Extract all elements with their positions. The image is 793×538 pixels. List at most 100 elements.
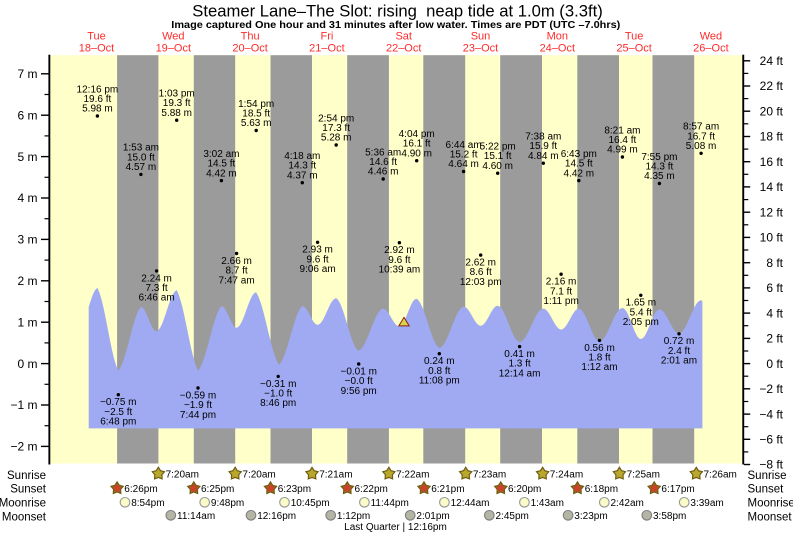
svg-text:8 ft: 8 ft	[766, 256, 783, 270]
svg-text:7:26am: 7:26am	[704, 469, 737, 480]
svg-text:0.56 m: 0.56 m	[584, 343, 615, 354]
svg-text:−0.59 m: −0.59 m	[180, 390, 216, 401]
svg-text:5.98 m: 5.98 m	[82, 104, 113, 115]
svg-text:14.3 ft: 14.3 ft	[645, 162, 673, 173]
svg-text:10:39 am: 10:39 am	[379, 265, 421, 276]
svg-text:6 m: 6 m	[17, 108, 37, 122]
svg-text:−0.31 m: −0.31 m	[260, 379, 296, 390]
svg-text:1:54 pm: 1:54 pm	[238, 99, 274, 110]
svg-text:6:18pm: 6:18pm	[585, 484, 618, 495]
svg-text:4.99 m: 4.99 m	[607, 145, 638, 156]
svg-text:7:24am: 7:24am	[550, 469, 583, 480]
svg-text:6:22pm: 6:22pm	[355, 484, 388, 495]
svg-text:2:54 pm: 2:54 pm	[318, 113, 354, 124]
svg-text:12:14 am: 12:14 am	[499, 368, 541, 379]
svg-text:23–Oct: 23–Oct	[463, 43, 498, 55]
svg-text:2 ft: 2 ft	[766, 332, 783, 346]
svg-text:12:44am: 12:44am	[451, 498, 490, 509]
svg-text:−0.0 ft: −0.0 ft	[345, 376, 373, 387]
svg-text:8.7 ft: 8.7 ft	[225, 266, 247, 277]
svg-text:16.7 ft: 16.7 ft	[687, 131, 715, 142]
svg-text:14 ft: 14 ft	[760, 180, 784, 194]
svg-text:6:23pm: 6:23pm	[278, 484, 311, 495]
svg-text:−0.75 m: −0.75 m	[100, 397, 136, 408]
svg-text:14.5 ft: 14.5 ft	[207, 159, 235, 170]
svg-text:4.57 m: 4.57 m	[126, 162, 157, 173]
svg-text:3 m: 3 m	[17, 233, 37, 247]
svg-text:4:04 pm: 4:04 pm	[399, 129, 435, 140]
svg-text:Moonset: Moonset	[748, 511, 793, 523]
svg-text:15.0 ft: 15.0 ft	[127, 152, 155, 163]
svg-text:24–Oct: 24–Oct	[540, 43, 575, 55]
svg-text:9.6 ft: 9.6 ft	[306, 254, 328, 265]
svg-text:6:48 pm: 6:48 pm	[100, 416, 136, 427]
svg-text:2:05 pm: 2:05 pm	[623, 317, 659, 328]
svg-text:19.6 ft: 19.6 ft	[83, 94, 111, 105]
svg-text:0.72 m: 0.72 m	[664, 336, 695, 347]
svg-text:0.41 m: 0.41 m	[504, 349, 535, 360]
svg-text:Fri: Fri	[320, 31, 333, 43]
svg-text:6:43 pm: 6:43 pm	[561, 149, 597, 160]
svg-text:3:58pm: 3:58pm	[653, 511, 686, 522]
svg-text:Sunrise: Sunrise	[7, 470, 46, 482]
svg-text:7:20am: 7:20am	[166, 469, 199, 480]
svg-text:−1.9 ft: −1.9 ft	[184, 400, 212, 411]
svg-text:9.6 ft: 9.6 ft	[388, 255, 410, 266]
svg-text:11:14am: 11:14am	[177, 511, 215, 522]
svg-text:7:47 am: 7:47 am	[219, 275, 255, 286]
svg-text:2.16 m: 2.16 m	[546, 277, 577, 288]
svg-text:−4 ft: −4 ft	[759, 407, 783, 421]
svg-text:4:18 am: 4:18 am	[284, 151, 320, 162]
svg-text:7:38 am: 7:38 am	[525, 132, 561, 143]
svg-text:Sat: Sat	[395, 31, 412, 43]
svg-text:18–Oct: 18–Oct	[79, 43, 114, 55]
svg-text:Moonrise: Moonrise	[0, 498, 46, 510]
svg-text:2:42am: 2:42am	[611, 498, 644, 509]
svg-text:7:21am: 7:21am	[319, 469, 352, 480]
svg-text:19.3 ft: 19.3 ft	[163, 98, 191, 109]
svg-text:5.4 ft: 5.4 ft	[630, 307, 652, 318]
svg-text:16.1 ft: 16.1 ft	[403, 139, 431, 150]
svg-text:7:55 pm: 7:55 pm	[641, 152, 677, 163]
svg-text:Mon: Mon	[547, 31, 568, 43]
svg-text:15.9 ft: 15.9 ft	[529, 141, 557, 152]
svg-text:16 ft: 16 ft	[760, 155, 784, 169]
svg-text:4.60 m: 4.60 m	[482, 161, 513, 172]
svg-text:5.88 m: 5.88 m	[161, 108, 192, 119]
svg-text:1:03 pm: 1:03 pm	[159, 89, 195, 100]
svg-text:14.3 ft: 14.3 ft	[288, 161, 316, 172]
svg-text:25–Oct: 25–Oct	[616, 43, 651, 55]
svg-text:Thu: Thu	[241, 31, 260, 43]
svg-text:24 ft: 24 ft	[760, 54, 784, 68]
svg-text:7:25am: 7:25am	[627, 469, 660, 480]
svg-text:1:12 am: 1:12 am	[581, 362, 617, 373]
svg-text:6:46 am: 6:46 am	[139, 293, 175, 304]
svg-text:1:11 pm: 1:11 pm	[543, 296, 578, 307]
svg-text:7:22am: 7:22am	[396, 469, 429, 480]
svg-text:12 ft: 12 ft	[760, 205, 784, 219]
svg-text:5:36 am: 5:36 am	[365, 147, 401, 158]
svg-text:1:43am: 1:43am	[531, 498, 564, 509]
svg-text:11:08 pm: 11:08 pm	[419, 376, 460, 387]
svg-text:18.5 ft: 18.5 ft	[242, 109, 270, 120]
svg-text:2 m: 2 m	[17, 274, 37, 288]
svg-text:26–Oct: 26–Oct	[693, 43, 728, 55]
svg-text:2.62 m: 2.62 m	[465, 258, 496, 269]
svg-text:−2.5 ft: −2.5 ft	[104, 407, 132, 418]
svg-text:9:56 pm: 9:56 pm	[341, 386, 377, 397]
svg-text:2:01 am: 2:01 am	[661, 356, 697, 367]
svg-text:19–Oct: 19–Oct	[156, 43, 191, 55]
svg-text:18 ft: 18 ft	[760, 130, 784, 144]
svg-text:Image captured One hour and 31: Image captured One hour and 31 minutes a…	[171, 19, 620, 31]
svg-text:−8 ft: −8 ft	[759, 458, 783, 472]
svg-text:4.64 m: 4.64 m	[448, 159, 479, 170]
svg-text:1.3 ft: 1.3 ft	[508, 359, 530, 370]
svg-text:2.92 m: 2.92 m	[384, 245, 415, 256]
svg-text:22–Oct: 22–Oct	[386, 43, 421, 55]
svg-text:−2 ft: −2 ft	[759, 382, 783, 396]
svg-text:20 ft: 20 ft	[760, 104, 784, 118]
svg-text:5:22 pm: 5:22 pm	[480, 142, 516, 153]
svg-text:7.3 ft: 7.3 ft	[145, 283, 167, 294]
svg-text:5.28 m: 5.28 m	[321, 133, 352, 144]
svg-text:Sunrise: Sunrise	[748, 470, 787, 482]
